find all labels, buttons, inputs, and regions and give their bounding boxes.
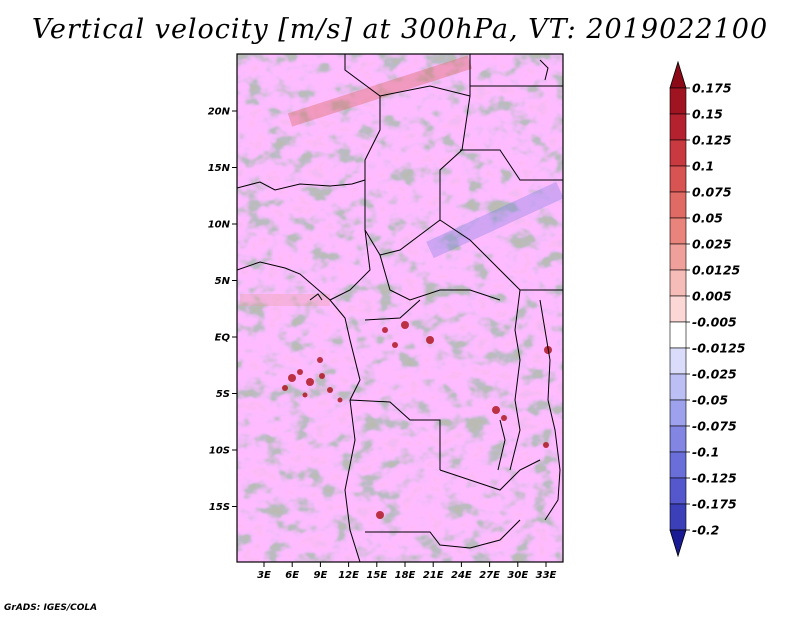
map-frame (236, 53, 564, 563)
longitude-axis: 3E 6E 9E 12E 15E 18E 21E 24E 27E 30E 33E (257, 562, 557, 581)
lon-tick-label: 24E (451, 570, 472, 581)
colorbar-swatch (669, 373, 687, 401)
colorbar-label: 0.0125 (692, 263, 741, 278)
lat-tick-label: 15S (209, 502, 230, 513)
lon-tick-label: 33E (536, 570, 557, 581)
colorbar-swatch (669, 425, 687, 453)
colorbar-bottom-arrow (669, 529, 687, 558)
colorbar-label: -0.025 (692, 367, 737, 382)
colorbar: 0.175 0.15 0.125 0.1 0.075 0.05 0.025 0.0125 0.0… (669, 60, 746, 558)
colorbar-swatch (669, 321, 687, 349)
upward-band-north (287, 55, 473, 127)
colorbar-label: -0.2 (692, 523, 719, 538)
downward-band-east (426, 181, 563, 259)
colorbar-label: 0.025 (692, 237, 732, 252)
colorbar-label: 0.05 (692, 211, 723, 226)
colorbar-swatch (669, 243, 687, 271)
colorbar-label: -0.005 (692, 315, 737, 330)
colorbar-label: -0.075 (692, 419, 737, 434)
colorbar-label: 0.1 (692, 159, 714, 174)
colorbar-top-arrow (669, 60, 687, 89)
colorbar-label: -0.1 (692, 445, 719, 460)
lon-tick-label: 27E (479, 570, 500, 581)
colorbar-swatch (669, 217, 687, 245)
lat-tick-label: 10N (208, 220, 231, 231)
colorbar-swatch (669, 165, 687, 193)
colorbar-swatch (669, 139, 687, 167)
lon-tick-label: 9E (314, 570, 328, 581)
country-boundaries (237, 54, 563, 562)
lat-tick-label: 10S (209, 446, 230, 457)
grads-credit: GrADS: IGES/COLA (4, 603, 98, 613)
colorbar-swatch (669, 477, 687, 505)
colorbar-swatch (669, 451, 687, 479)
map-title: Vertical velocity [m/s] at 300hPa, VT: 2… (31, 14, 769, 45)
lat-tick-label: 5N (215, 276, 231, 287)
lon-tick-label: 6E (285, 570, 299, 581)
colorbar-swatch (669, 269, 687, 297)
colorbar-label: -0.05 (692, 393, 728, 408)
colorbar-swatch (669, 399, 687, 427)
colorbar-label: 0.125 (692, 133, 732, 148)
lon-tick-label: 12E (338, 570, 359, 581)
colorbar-label: 0.15 (692, 107, 723, 122)
colorbar-label: -0.175 (692, 497, 737, 512)
colorbar-swatch (669, 295, 687, 323)
colorbar-swatch (669, 87, 687, 115)
lon-tick-label: 30E (507, 570, 528, 581)
colorbar-label: 0.075 (692, 185, 732, 200)
convective-cells (282, 321, 552, 519)
colorbar-label: -0.0125 (692, 341, 746, 356)
lon-tick-label: 15E (366, 570, 387, 581)
lon-tick-label: 3E (257, 570, 271, 581)
colorbar-label: -0.125 (692, 471, 737, 486)
lat-tick-label: 15N (208, 163, 231, 174)
latitude-axis: 20N 15N 10N 5N EQ 5S 10S 15S (208, 107, 237, 513)
colorbar-label: 0.175 (692, 81, 732, 96)
lat-tick-label: EQ (215, 333, 231, 344)
colorbar-swatch (669, 113, 687, 141)
colorbar-swatch (669, 191, 687, 219)
velocity-field (237, 54, 563, 562)
lon-tick-label: 18E (395, 570, 416, 581)
lat-tick-label: 20N (208, 107, 231, 118)
colorbar-swatch (669, 347, 687, 375)
colorbar-swatch (669, 503, 687, 531)
lon-tick-label: 21E (423, 570, 444, 581)
colorbar-label: 0.005 (692, 289, 732, 304)
lat-tick-label: 5S (216, 389, 230, 400)
